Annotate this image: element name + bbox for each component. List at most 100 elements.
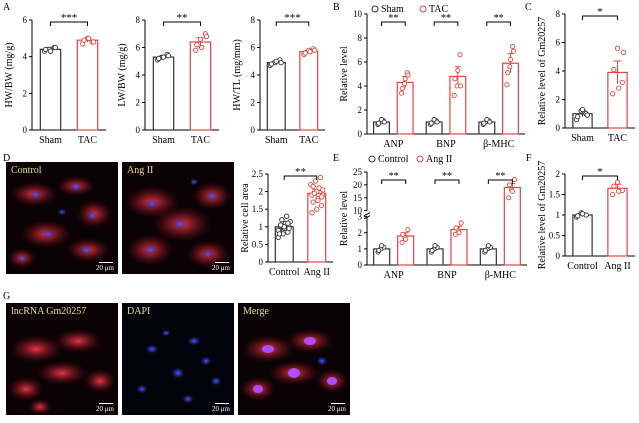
chart-b-point (381, 119, 387, 125)
chart-d-ylabel: Relative cell area (240, 183, 251, 253)
chart-b-ytick-label: 8 (358, 33, 363, 43)
chart-d-point (310, 183, 316, 189)
chart-b-point (451, 93, 457, 99)
chart-d-point (315, 197, 321, 204)
chart-c-ytick-label: 2 (556, 95, 561, 105)
micrograph-angii-image (124, 179, 232, 268)
panel-letter-c: C (525, 2, 532, 13)
chart-b-sig-bracket (380, 21, 406, 26)
chart-a3-point (307, 48, 313, 55)
chart-a1-ytick-label: 4 (23, 52, 28, 62)
chart-a2-ytick-label: 8 (136, 15, 141, 25)
chart-e-sig-label: ** (389, 171, 399, 182)
scale-bar (215, 261, 229, 263)
chart-a2-xtick-label: Sham (152, 135, 175, 146)
chart-a1-bar (39, 48, 62, 131)
scale-bar (215, 402, 229, 404)
chart-c-ytick-label: 4 (556, 66, 561, 76)
chart-e-ytick-label: 15 (353, 193, 363, 203)
legend-b-label: Sham (381, 4, 404, 15)
legend-e-marker (416, 155, 424, 163)
chart-f-ytick-label: 0.5 (549, 231, 561, 241)
chart-a1-ytick-label: 0 (23, 125, 28, 135)
chart-a2-point (160, 54, 167, 60)
chart-d-ytick-label: 0.5 (252, 239, 264, 249)
chart-b-ytick-label: 4 (358, 81, 363, 91)
chart-c-point (575, 113, 581, 120)
chart-a1-sig-bracket (50, 21, 88, 26)
chart-b-point (399, 85, 405, 91)
chart-e-point (511, 177, 518, 183)
chart-e-point (429, 247, 435, 254)
chart-e-ylabel: Relative level (339, 191, 350, 246)
chart-a3-ytick-label: 2 (251, 98, 256, 108)
chart-a2-point (193, 47, 199, 53)
chart-b-point (507, 64, 513, 70)
chart-a2-ytick-label: 0 (136, 125, 141, 135)
chart-b-point (376, 120, 382, 126)
chart-e-point (432, 243, 438, 249)
chart-c-xtick-label: TAC (608, 133, 628, 144)
legend-e-label: Control (378, 154, 409, 165)
chart-a1-point (43, 46, 49, 52)
chart-c-point (620, 49, 627, 56)
chart-e-ytick-label: 10 (353, 206, 363, 216)
chart-c-ytick-label: 6 (556, 38, 561, 48)
scale-text: 20 μm (96, 405, 114, 413)
chart-f-bar (607, 187, 628, 257)
chart-c-xtick-label: Sham (571, 133, 594, 144)
chart-b-sig-bracket (486, 21, 512, 26)
chart-a3-point (268, 61, 275, 67)
chart-b-xtick-label: β-MHC (483, 139, 515, 150)
scale-text: 20 μm (212, 264, 230, 272)
micrograph-lncrna-image (8, 329, 116, 415)
chart-e-sig-bracket (487, 179, 513, 184)
chart-b-xtick-label: BNP (436, 139, 456, 150)
panel-letter-e: E (333, 153, 340, 164)
chart-e-ytick-label: 25 (353, 167, 363, 177)
chart-e-sig-bracket (434, 179, 460, 184)
chart-b-point (504, 82, 510, 88)
chart-a2-bar (189, 41, 212, 131)
chart-b-point (401, 81, 408, 87)
chart-f-ytick-label: 1.5 (549, 190, 561, 200)
micrograph-control: Control 20 μm (6, 162, 118, 274)
chart-b-bar (396, 81, 414, 135)
chart-b-point (402, 76, 408, 82)
chart-f-ytick-label: 2 (556, 169, 561, 179)
chart-a3-ytick-label: 6 (251, 43, 256, 53)
legend-b-marker (419, 5, 427, 13)
chart-e-point (458, 220, 464, 226)
micrograph-merge: Merge 20 μm (238, 303, 350, 415)
chart-f-ylabel: Relative level of Gm20257 (537, 161, 548, 270)
chart-d-point (286, 225, 292, 232)
chart-d-xtick-label: Control (269, 267, 300, 278)
chart-e-xtick-label: β-MHC (485, 270, 517, 281)
panel-letter-g: G (3, 291, 11, 302)
chart-a1-sig-label: *** (61, 12, 78, 24)
micrograph-merge-image (240, 329, 348, 401)
chart-a3-sig-bracket (275, 21, 310, 26)
chart-a2-point (197, 36, 204, 42)
chart-c-point (584, 112, 590, 118)
chart-a2-ytick-label: 6 (136, 43, 141, 53)
chart-e-point (400, 231, 406, 237)
chart-b-sig-label: ** (494, 13, 504, 24)
chart-c-sig-label: * (597, 6, 603, 18)
chart-d-point (277, 222, 284, 228)
chart-b-ylabel: Relative level (339, 46, 350, 101)
chart-e-point (456, 230, 462, 236)
chart-a3-ytick-label: 8 (251, 15, 256, 25)
scale-bar (99, 402, 113, 404)
micrograph-lncrna-label: lncRNA Gm20257 (11, 306, 87, 317)
micrograph-control-label: Control (11, 165, 42, 176)
chart-d-point (314, 206, 320, 212)
panel-letter-b: B (333, 2, 340, 13)
chart-e-point (509, 188, 515, 194)
chart-b-point (434, 119, 440, 125)
chart-b-point (510, 48, 516, 54)
chart-d-point (320, 187, 326, 193)
chart-a2-ylabel: LW/BW (mg/g) (117, 43, 128, 106)
chart-b-ytick-label: 2 (358, 105, 363, 115)
chart-a1-xtick-label: TAC (78, 135, 98, 146)
